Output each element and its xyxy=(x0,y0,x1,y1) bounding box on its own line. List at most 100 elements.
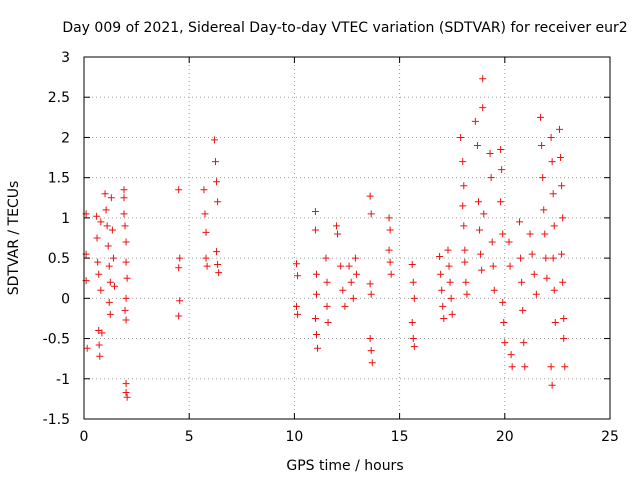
data-point xyxy=(438,286,446,294)
chart-title: Day 009 of 2021, Sidereal Day-to-day VTE… xyxy=(62,20,627,36)
data-point xyxy=(323,302,331,310)
data-point xyxy=(176,297,184,305)
data-point xyxy=(548,158,556,166)
data-point xyxy=(122,316,130,324)
y-tick-label: 0.5 xyxy=(48,251,70,267)
data-point xyxy=(332,222,340,230)
y-tick-label: 2.5 xyxy=(48,90,70,106)
data-point xyxy=(341,302,349,310)
data-point xyxy=(213,248,221,256)
data-point xyxy=(366,280,374,288)
data-point xyxy=(537,113,545,121)
data-point xyxy=(462,278,470,286)
data-point xyxy=(505,238,513,246)
data-point xyxy=(94,258,102,266)
x-tick-label: 20 xyxy=(496,429,514,445)
data-point xyxy=(547,363,555,371)
data-point xyxy=(311,207,319,215)
data-point xyxy=(447,294,455,302)
data-point xyxy=(121,306,129,314)
data-point xyxy=(559,214,567,222)
data-point xyxy=(175,264,183,272)
data-point xyxy=(540,206,548,214)
data-point xyxy=(312,331,320,339)
data-point xyxy=(349,294,357,302)
data-point xyxy=(475,198,482,206)
data-point xyxy=(532,290,540,298)
data-point xyxy=(476,226,484,234)
data-point xyxy=(556,125,564,133)
data-point xyxy=(122,258,130,266)
data-point xyxy=(498,166,506,174)
data-point xyxy=(477,250,485,258)
data-point xyxy=(367,290,375,298)
data-point xyxy=(528,250,536,258)
data-point xyxy=(497,146,505,154)
data-point xyxy=(93,212,101,220)
data-point xyxy=(549,190,557,198)
data-point xyxy=(97,218,105,226)
data-point xyxy=(409,335,417,343)
data-point xyxy=(322,254,330,262)
data-point xyxy=(408,261,416,269)
data-point xyxy=(109,254,117,262)
data-point xyxy=(547,133,555,141)
data-point xyxy=(104,242,112,250)
data-point xyxy=(457,133,465,141)
data-point xyxy=(488,238,496,246)
data-point xyxy=(561,363,569,371)
plot-frame xyxy=(83,56,611,420)
grid-lines xyxy=(84,57,610,419)
data-point xyxy=(214,261,222,269)
data-point xyxy=(107,194,115,202)
data-point xyxy=(459,158,467,166)
data-point xyxy=(437,270,445,278)
data-point xyxy=(120,194,128,202)
data-point xyxy=(550,222,558,230)
data-point xyxy=(121,222,129,230)
data-point xyxy=(489,262,497,270)
data-point xyxy=(500,318,508,326)
data-point xyxy=(521,363,529,371)
data-point xyxy=(486,150,494,158)
data-point xyxy=(83,344,91,352)
data-point xyxy=(558,250,566,258)
data-point xyxy=(95,270,103,278)
data-point xyxy=(518,278,526,286)
y-tick-label: 0 xyxy=(61,291,70,307)
data-point xyxy=(213,178,221,186)
data-point xyxy=(541,230,549,238)
data-point xyxy=(445,262,453,270)
data-point xyxy=(549,254,557,262)
data-point xyxy=(212,158,219,166)
data-point xyxy=(557,154,565,162)
tick-labels: 0 5 10 15 20 25 -1.5 -1 -0.5 0 0.5 1 1.5 2 2.5 3 xyxy=(43,50,619,445)
x-tick-label: 10 xyxy=(285,429,303,445)
data-point xyxy=(294,310,302,318)
data-point xyxy=(446,278,454,286)
data-point xyxy=(175,186,183,194)
axis-ticks xyxy=(83,56,611,420)
data-point xyxy=(122,294,130,302)
data-point xyxy=(347,278,355,286)
data-point xyxy=(409,278,417,286)
data-point xyxy=(479,75,487,83)
x-tick-label: 5 xyxy=(185,429,194,445)
data-point xyxy=(366,192,374,200)
data-points xyxy=(82,75,569,401)
data-point xyxy=(120,186,128,194)
data-point xyxy=(410,343,418,351)
data-point xyxy=(460,182,468,190)
data-point xyxy=(202,254,210,262)
data-point xyxy=(98,329,106,337)
data-point xyxy=(543,274,551,282)
data-point xyxy=(461,246,469,254)
data-point xyxy=(103,222,111,230)
data-point xyxy=(106,278,114,286)
data-point xyxy=(122,388,130,396)
data-point xyxy=(294,272,302,280)
data-point xyxy=(439,302,447,310)
data-point xyxy=(385,214,393,222)
data-point xyxy=(506,262,514,270)
